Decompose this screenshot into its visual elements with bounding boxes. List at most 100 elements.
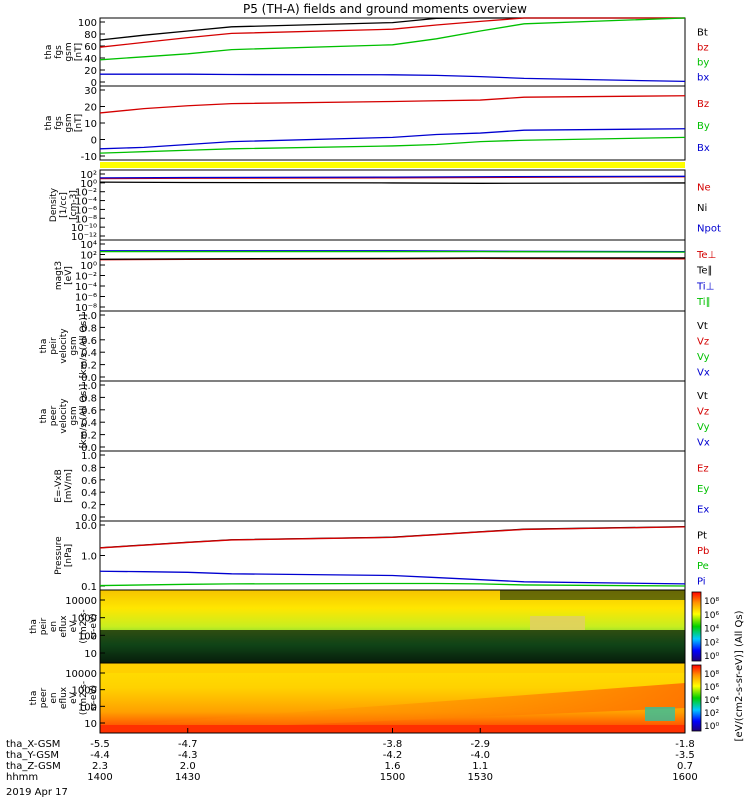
y-axis-label-line: [eV]: [64, 266, 74, 285]
y-axis-label-line: Pressure: [54, 536, 64, 575]
y-axis-label: E=-VxB [mV/m]: [54, 469, 74, 503]
legend-entry: Bx: [697, 143, 710, 154]
legend-entry: Vz: [697, 336, 709, 347]
series-Te∥: [99, 257, 685, 260]
x-tick-label: 1500: [380, 772, 405, 783]
y-axis-label-line: [nT]: [74, 114, 84, 132]
colorbar-tick-label: 10⁴: [704, 696, 719, 706]
y-tick-label: 0.2: [81, 431, 97, 442]
y-tick-label: 10.0: [75, 521, 97, 532]
y-axis-label: tha peir en eflux eV (cm2-s-sr-eV): [29, 609, 99, 643]
y-tick-label: 0.2: [81, 501, 97, 512]
panel-peir_eflux: 10⁸ 10⁶ 10⁴ 10² 10⁰ 10000 1000 100 10 tha peir en ef…: [29, 589, 719, 664]
x-tick-label: -1.8: [675, 739, 695, 750]
y-axis-label-line: [nPa]: [64, 544, 74, 567]
y-tick-label: 0.4: [81, 418, 97, 429]
series-By: [99, 128, 686, 150]
y-axis-label-line: en: [49, 692, 59, 703]
y-axis-label-line: tha: [44, 45, 54, 60]
high-energy-gap: [500, 590, 685, 600]
y-tick-label: 10⁻²: [75, 188, 97, 199]
y-tick-label: 1.0: [81, 451, 97, 462]
series-Bt: [99, 17, 685, 41]
panel-frame: [99, 380, 686, 452]
x-tick-label: -3.8: [383, 739, 403, 750]
legend-entry: Npot: [697, 224, 721, 235]
panel-frame: [99, 310, 686, 382]
y-axis-label-line: fgs: [54, 116, 64, 130]
y-axis-label-line: en: [49, 621, 59, 632]
legend-entry: Bz: [697, 99, 709, 110]
y-axis-label-line: tha: [29, 691, 39, 706]
y-tick-label: 0.8: [81, 463, 97, 474]
colorbar-label: [eV/(cm2-s-sr-eV)] (All Qs): [734, 610, 745, 741]
y-tick-label: 10²: [80, 251, 97, 262]
y-axis-label-line: gsm: [69, 406, 79, 425]
series-bz: [99, 17, 685, 48]
y-tick-label: 10⁻⁴: [75, 282, 97, 293]
series-Pe: [99, 582, 686, 587]
legend-entry: Ti⊥: [696, 281, 714, 292]
y-tick-label: 100: [78, 631, 97, 642]
y-axis-label-line: E=-VxB: [54, 469, 64, 503]
legend-entry: bz: [697, 43, 709, 54]
y-tick-label: 20: [84, 66, 97, 77]
y-axis-label-line: velocity: [59, 398, 69, 434]
colorbar-tick-label: 10²: [704, 638, 719, 648]
legend-entry: Ti∥: [696, 297, 711, 308]
series-Bx: [99, 136, 686, 154]
y-axis-label-line: [1/cc]: [59, 192, 69, 218]
y-axis-label-line: eV: [69, 691, 79, 704]
quality-flag-bar: [100, 162, 685, 168]
x-tick-label: 2.0: [180, 761, 196, 772]
y-axis-label-line: tha: [29, 619, 39, 634]
y-tick-label: 10⁻⁶: [75, 205, 97, 216]
y-tick-label: 60: [84, 42, 97, 53]
y-axis-label: tha peer velocity gsm [km/s (All Qs)]: [39, 384, 89, 448]
y-axis-label-line: [mV/m]: [64, 469, 74, 503]
legend-entry: Te⊥: [696, 250, 716, 261]
y-tick-label: 0.4: [81, 488, 97, 499]
y-tick-label: 10⁻²: [75, 272, 97, 283]
legend-entry: Pi: [697, 576, 706, 587]
panel-peer_eflux: 10⁸ 10⁶ 10⁴ 10² 10⁰ 10000 1000 100 10 tha peer en ef…: [29, 662, 719, 734]
y-tick-label: 10⁻¹⁰: [71, 223, 97, 234]
colorbar-tick-label: 10⁶: [704, 611, 719, 621]
y-axis-label-line: [nT]: [74, 43, 84, 61]
legend-entry: Ey: [697, 484, 709, 495]
electron-band: [100, 683, 685, 733]
legend-entry: Te∥: [696, 266, 713, 277]
y-axis-label-line: velocity: [59, 328, 69, 364]
x-tick-label: -5.5: [90, 739, 110, 750]
low-flux-region: [100, 630, 685, 663]
legend-entry: Pe: [697, 561, 709, 572]
y-tick-label: 10⁻⁸: [75, 303, 97, 314]
y-tick-label: 0: [91, 78, 97, 89]
y-axis-label: tha peer en eflux eV (cm2-s-sr-eV): [29, 681, 99, 715]
x-tick-label: 0.7: [677, 761, 693, 772]
y-axis-label-line: eV: [69, 620, 79, 633]
legend-entry: Vt: [697, 321, 708, 332]
y-tick-label: 10⁻⁸: [75, 214, 97, 225]
y-tick-label: 10000: [65, 669, 97, 680]
series-Pb: [99, 526, 686, 549]
colorbar-tick-label: 10²: [704, 709, 719, 719]
y-tick-label: 0.1: [81, 582, 97, 593]
y-axis-label-line: Density: [49, 187, 59, 222]
legend-entry: Ne: [697, 182, 711, 193]
legend-entry: By: [697, 121, 710, 132]
y-axis-label-line: tha: [44, 116, 54, 131]
y-tick-label: 1.0: [81, 552, 97, 563]
y-tick-label: 1.0: [81, 381, 97, 392]
x-row-label: tha_X-GSM: [6, 739, 60, 750]
legend-entry: Ez: [697, 463, 709, 474]
legend-entry: Ni: [697, 203, 707, 214]
colorbar-tick-label: 10⁸: [704, 670, 719, 680]
y-axis-label-line: [km/s (All Qs)]: [79, 314, 89, 378]
y-axis-label-line: eflux: [59, 686, 69, 709]
y-tick-label: -10: [81, 152, 97, 163]
y-axis-label-line: gsm: [64, 113, 74, 132]
colorbar-tick-label: 10⁸: [704, 597, 719, 607]
